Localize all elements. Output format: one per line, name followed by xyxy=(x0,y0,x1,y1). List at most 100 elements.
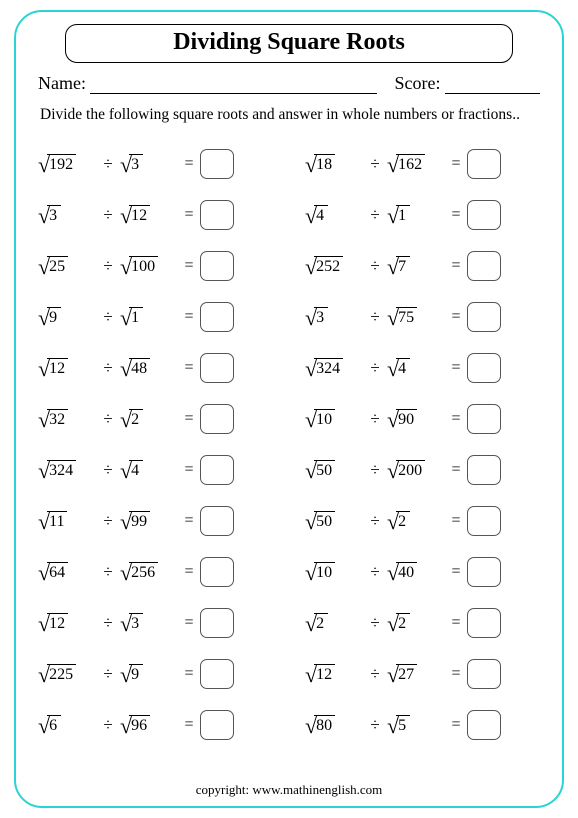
radical-icon: √ xyxy=(305,358,317,380)
square-root: √324 xyxy=(305,355,343,379)
score-label: Score: xyxy=(395,73,445,94)
radical-icon: √ xyxy=(38,154,50,176)
divide-operator: ÷ xyxy=(96,664,120,684)
radical-icon: √ xyxy=(305,511,317,533)
operand-b: √100 xyxy=(120,253,178,278)
radical-icon: √ xyxy=(387,511,399,533)
divide-operator: ÷ xyxy=(363,613,387,633)
name-input-line[interactable] xyxy=(90,76,376,94)
footer: copyright: www.mathinenglish.com xyxy=(16,782,562,798)
square-root: √27 xyxy=(387,661,417,685)
answer-box[interactable] xyxy=(200,659,234,689)
answer-box[interactable] xyxy=(467,149,501,179)
operand-b: √256 xyxy=(120,559,178,584)
answer-box[interactable] xyxy=(200,608,234,638)
divide-operator: ÷ xyxy=(363,715,387,735)
answer-box[interactable] xyxy=(200,251,234,281)
radicand: 99 xyxy=(129,511,150,532)
radical-icon: √ xyxy=(387,715,399,737)
square-root: √5 xyxy=(387,712,410,736)
square-root: √75 xyxy=(387,304,417,328)
divide-operator: ÷ xyxy=(96,562,120,582)
equals-sign: = xyxy=(445,206,467,224)
answer-box[interactable] xyxy=(200,455,234,485)
radical-icon: √ xyxy=(387,154,399,176)
problems-grid: √192÷√3=√3÷√12=√25÷√100=√9÷√1=√12÷√48=√3… xyxy=(34,138,544,750)
problem-row: √2÷√2= xyxy=(305,597,540,648)
operand-b: √12 xyxy=(120,202,178,227)
equals-sign: = xyxy=(178,206,200,224)
score-input-line[interactable] xyxy=(445,76,540,94)
answer-box[interactable] xyxy=(200,149,234,179)
operand-a: √225 xyxy=(38,661,96,686)
operand-a: √11 xyxy=(38,508,96,533)
radical-icon: √ xyxy=(305,664,317,686)
radicand: 18 xyxy=(314,154,335,175)
square-root: √18 xyxy=(305,151,335,175)
radicand: 27 xyxy=(396,664,417,685)
equals-sign: = xyxy=(178,257,200,275)
answer-box[interactable] xyxy=(467,710,501,740)
answer-box[interactable] xyxy=(467,200,501,230)
answer-box[interactable] xyxy=(467,404,501,434)
radical-icon: √ xyxy=(387,205,399,227)
square-root: √9 xyxy=(120,661,143,685)
answer-box[interactable] xyxy=(200,200,234,230)
problem-row: √12÷√3= xyxy=(38,597,273,648)
radicand: 32 xyxy=(47,409,68,430)
radical-icon: √ xyxy=(387,307,399,329)
equals-sign: = xyxy=(445,563,467,581)
radical-icon: √ xyxy=(305,256,317,278)
operand-a: √64 xyxy=(38,559,96,584)
equals-sign: = xyxy=(445,410,467,428)
answer-box[interactable] xyxy=(467,506,501,536)
operand-a: √3 xyxy=(305,304,363,329)
divide-operator: ÷ xyxy=(96,256,120,276)
square-root: √1 xyxy=(387,202,410,226)
equals-sign: = xyxy=(178,563,200,581)
problem-row: √11÷√99= xyxy=(38,495,273,546)
answer-box[interactable] xyxy=(467,557,501,587)
square-root: √9 xyxy=(38,304,61,328)
answer-box[interactable] xyxy=(467,302,501,332)
worksheet-title: Dividing Square Roots xyxy=(173,29,405,55)
radical-icon: √ xyxy=(305,562,317,584)
answer-box[interactable] xyxy=(200,404,234,434)
radicand: 192 xyxy=(47,154,76,175)
radicand: 25 xyxy=(47,256,68,277)
answer-box[interactable] xyxy=(467,659,501,689)
equals-sign: = xyxy=(178,461,200,479)
equals-sign: = xyxy=(178,359,200,377)
answer-box[interactable] xyxy=(200,710,234,740)
answer-box[interactable] xyxy=(200,353,234,383)
answer-box[interactable] xyxy=(200,557,234,587)
equals-sign: = xyxy=(445,665,467,683)
equals-sign: = xyxy=(445,614,467,632)
answer-box[interactable] xyxy=(467,353,501,383)
answer-box[interactable] xyxy=(467,251,501,281)
problem-row: √50÷√200= xyxy=(305,444,540,495)
radical-icon: √ xyxy=(38,460,50,482)
square-root: √10 xyxy=(305,559,335,583)
radical-icon: √ xyxy=(38,358,50,380)
radicand: 324 xyxy=(314,358,343,379)
radicand: 50 xyxy=(314,460,335,481)
operand-a: √2 xyxy=(305,610,363,635)
operand-a: √80 xyxy=(305,712,363,737)
radical-icon: √ xyxy=(38,715,50,737)
answer-box[interactable] xyxy=(467,608,501,638)
radicand: 48 xyxy=(129,358,150,379)
answer-box[interactable] xyxy=(200,302,234,332)
answer-box[interactable] xyxy=(200,506,234,536)
answer-box[interactable] xyxy=(467,455,501,485)
operand-b: √4 xyxy=(120,457,178,482)
problem-row: √18÷√162= xyxy=(305,138,540,189)
square-root: √90 xyxy=(387,406,417,430)
radicand: 12 xyxy=(47,613,68,634)
radical-icon: √ xyxy=(38,613,50,635)
divide-operator: ÷ xyxy=(96,460,120,480)
operand-a: √12 xyxy=(305,661,363,686)
operand-b: √1 xyxy=(387,202,445,227)
operand-b: √5 xyxy=(387,712,445,737)
operand-a: √4 xyxy=(305,202,363,227)
